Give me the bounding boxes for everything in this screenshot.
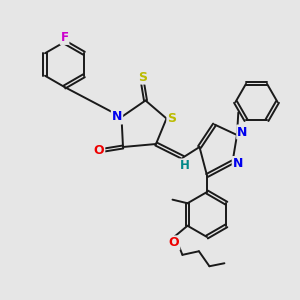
Text: N: N bbox=[233, 157, 243, 170]
Text: S: S bbox=[138, 70, 147, 84]
Text: N: N bbox=[237, 125, 248, 139]
Text: H: H bbox=[180, 159, 189, 172]
Text: O: O bbox=[169, 236, 179, 249]
Text: O: O bbox=[94, 143, 104, 157]
Text: S: S bbox=[167, 112, 176, 125]
Text: F: F bbox=[61, 31, 68, 44]
Text: N: N bbox=[112, 110, 122, 124]
